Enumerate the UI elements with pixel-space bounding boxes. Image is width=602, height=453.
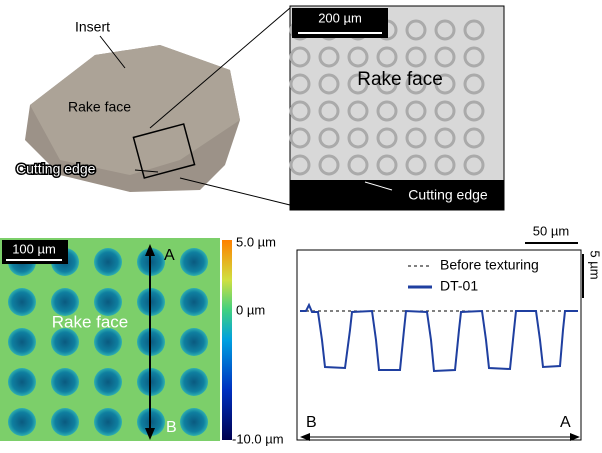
scale-label: 200 µm [318,10,362,25]
label: B [306,414,317,431]
label: B [166,419,177,436]
label: A [560,414,571,431]
label: Insert [75,19,110,35]
label: Rake face [52,312,129,331]
dimple [94,328,122,356]
dimple [180,408,208,436]
dimple [180,368,208,396]
colorbar-label: -10.0 µm [232,431,284,446]
height-map [0,238,220,441]
legend-label: DT-01 [440,278,478,294]
dimple [94,368,122,396]
profile-curve [300,305,578,371]
colorbar-label: 5.0 µm [236,234,276,249]
dimple [180,288,208,316]
dimple [51,328,79,356]
label: Cutting edge [408,187,488,203]
label: Rake face [357,69,443,90]
dimple [8,288,36,316]
figure: Insert Rake face Cutting edge 200 µm Rak… [0,0,602,448]
profile-frame [297,250,581,440]
label: Cutting edge [16,161,96,177]
dimple [94,248,122,276]
scale-label: 50 µm [533,223,569,238]
dimple [8,368,36,396]
colorbar-label: 0 µm [236,302,265,317]
dimple [8,408,36,436]
zoom-line [180,178,290,205]
dimple [180,328,208,356]
colorbar [222,240,232,440]
legend-label: Before texturing [440,257,539,273]
label: A [164,247,175,264]
dimple [180,248,208,276]
scale-label: 5 µm [588,250,602,279]
scale-label: 100 µm [12,241,56,256]
dimple [51,368,79,396]
dimple [8,328,36,356]
label: Rake face [68,99,131,115]
dimple [94,408,122,436]
dimple [51,408,79,436]
